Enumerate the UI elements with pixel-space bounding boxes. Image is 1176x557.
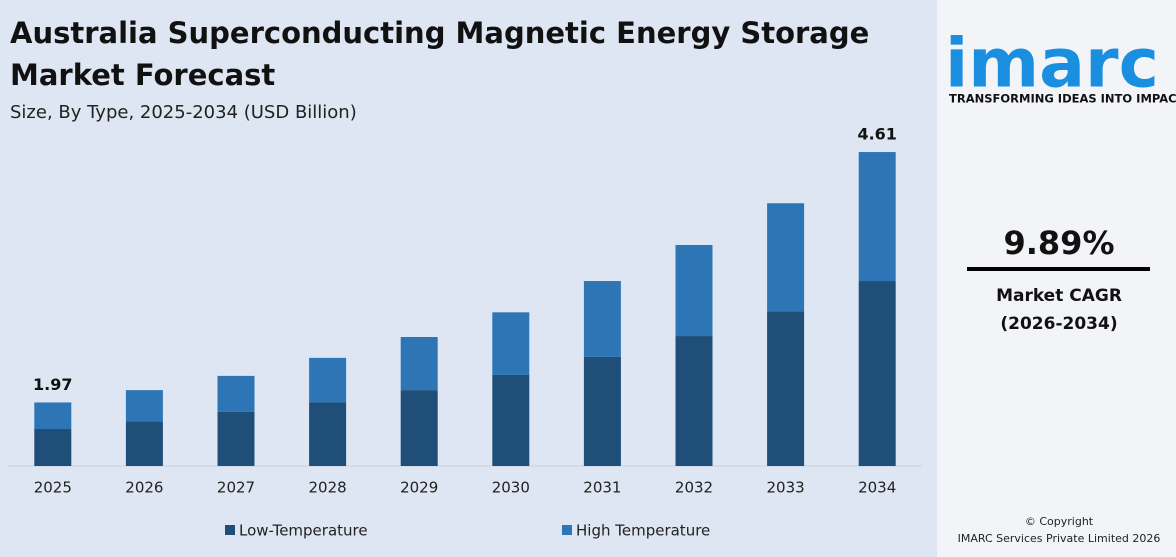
legend-label: Low-Temperature <box>239 522 368 540</box>
company: IMARC Services Private Limited 2026 <box>958 532 1161 545</box>
legend-swatch <box>225 525 235 535</box>
bar-segment <box>583 281 621 357</box>
bar-segment <box>217 375 255 412</box>
logo: imarc <box>945 25 1159 104</box>
bar-segment <box>675 244 713 337</box>
copyright: © Copyright <box>1025 515 1094 528</box>
total-label: 1.97 <box>33 375 72 394</box>
bar-segment <box>583 356 621 466</box>
bar-segment <box>34 429 72 466</box>
bar-segment <box>217 411 255 466</box>
x-tick-label: 2033 <box>767 479 805 497</box>
x-tick-label: 2025 <box>34 479 72 497</box>
bar-segment <box>125 390 163 422</box>
x-tick-label: 2031 <box>583 479 621 497</box>
title: Australia Superconducting Magnetic Energ… <box>10 16 869 92</box>
bar-segment <box>767 311 805 466</box>
bar-segment <box>34 402 72 430</box>
bar-segment <box>400 337 438 391</box>
cagr-label: Market CAGR <box>996 286 1122 306</box>
x-tick-label: 2027 <box>217 479 255 497</box>
sidebar-background <box>937 0 1176 557</box>
x-tick-label: 2028 <box>309 479 347 497</box>
cagr-value: 9.89% <box>1003 224 1114 262</box>
total-label: 4.61 <box>857 125 896 144</box>
title-line: Australia Superconducting Magnetic Energ… <box>10 16 869 50</box>
x-tick-label: 2029 <box>400 479 438 497</box>
subtitle: Size, By Type, 2025-2034 (USD Billion) <box>10 102 357 123</box>
bar-segment <box>492 374 530 466</box>
bar-segment <box>400 390 438 466</box>
x-tick-label: 2034 <box>858 479 896 497</box>
cagr-period: (2026-2034) <box>1000 314 1117 334</box>
bar-segment <box>125 421 163 466</box>
bar-segment <box>675 336 713 466</box>
x-tick-label: 2026 <box>125 479 163 497</box>
title-line: Market Forecast <box>10 58 275 92</box>
bar-segment <box>858 281 896 466</box>
bar-segment <box>767 203 805 312</box>
x-tick-label: 2030 <box>492 479 530 497</box>
bar-segment <box>492 312 530 375</box>
tagline: TRANSFORMING IDEAS INTO IMPACT <box>949 92 1176 106</box>
legend-swatch <box>562 525 572 535</box>
legend-label: High Temperature <box>576 522 710 540</box>
bar-segment <box>309 402 347 466</box>
bar-segment <box>858 152 896 282</box>
bar-segment <box>309 357 347 403</box>
x-tick-label: 2032 <box>675 479 713 497</box>
